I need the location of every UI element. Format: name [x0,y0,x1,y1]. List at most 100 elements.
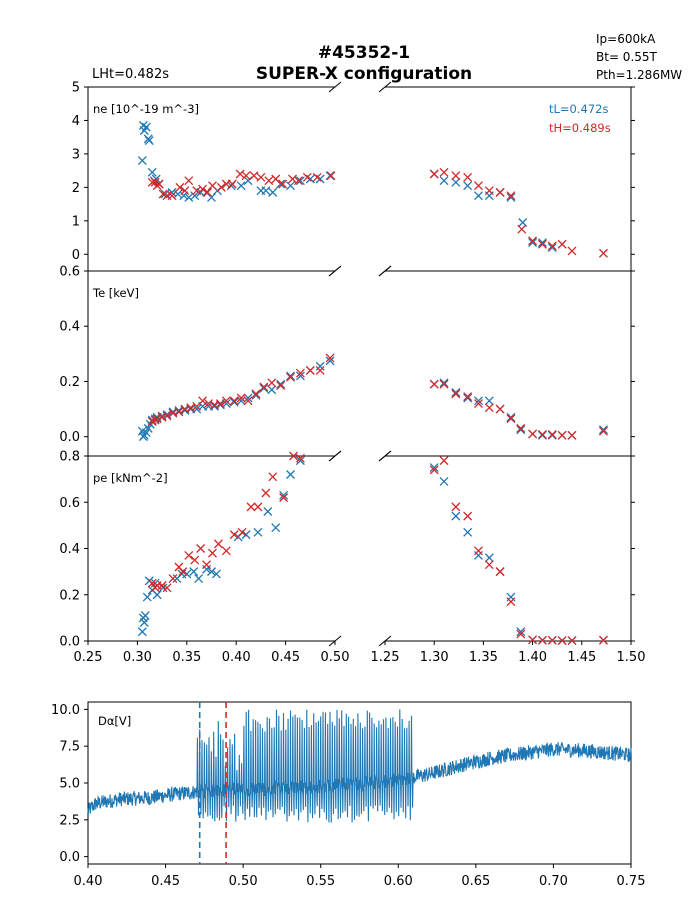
y-tick-label: 0.0 [59,635,80,650]
marker-red [495,187,505,197]
x-tick-label: 0.45 [151,874,180,889]
marker-blue [147,415,157,425]
axis-break-mark [378,450,392,462]
marker-red [190,555,200,565]
dalpha-label: Dα[V] [98,714,131,728]
marker-blue [241,530,251,540]
marker-red [547,430,557,439]
axis-break-mark [328,265,342,277]
marker-blue [463,181,473,191]
marker-red [495,567,505,577]
lh-time-label: LHt=0.482s [92,67,169,82]
marker-red [253,502,263,512]
marker-red [147,578,157,588]
marker-blue [598,425,608,435]
marker-blue [194,574,204,584]
marker-red [557,239,567,249]
marker-blue [286,371,295,381]
marker-red [279,493,289,503]
y-tick-label: 2 [72,181,80,196]
marker-red [506,191,516,201]
marker-red [506,414,516,424]
marker-blue [144,136,154,145]
marker-red [175,182,185,192]
panel-Te: 0.0 0.2 0.4 0.6 Te [keV] [59,265,635,462]
marker-red [154,179,164,189]
y-tick-label: 0.6 [59,496,80,511]
y-tick-label: 5 [72,81,80,96]
marker-blue [147,167,157,177]
param-pth: Pth=1.286MW [596,68,682,82]
marker-red [598,426,608,436]
marker-red [286,372,295,382]
marker-blue [141,122,151,132]
x-tick-label: 0.40 [74,874,103,889]
y-tick-label: 3 [72,147,80,162]
y-tick-label: 0 [72,248,80,263]
marker-blue [315,174,325,184]
marker-blue [451,388,461,397]
marker-red [537,239,547,249]
y-tick-label: 2.5 [59,813,80,828]
marker-blue [152,590,162,600]
marker-blue [271,523,281,533]
y-tick-label: 4 [72,114,80,129]
marker-blue [451,511,461,521]
panel-label-ne: ne [10^-19 m^-3] [93,102,199,116]
marker-red [429,465,439,475]
y-tick-label: 0.6 [59,265,80,280]
x-tick-label: 0.25 [74,650,103,665]
x-tick-label: 0.30 [123,650,152,665]
marker-red [326,171,336,181]
marker-red [243,396,253,406]
panel-label-pe: pe [kNm^-2] [93,471,168,485]
marker-red [484,186,494,196]
marker-red [451,502,461,512]
panel-ne: 0 1 2 3 4 5 ne [10^-19 m^-3] tL=0.472s tH=0.489s [72,81,635,277]
marker-red [295,453,305,463]
marker-blue [182,569,192,579]
marker-red [278,179,288,189]
marker-blue [236,396,246,406]
marker-red [227,179,237,189]
marker-red [168,574,178,584]
scatter-panels: 0 1 2 3 4 5 ne [10^-19 m^-3] tL=0.472s tH=0.489s… [59,81,645,666]
marker-blue [211,569,221,579]
marker-red [537,430,547,439]
marker-blue [142,592,152,602]
marker-red [184,176,194,186]
marker-red [276,381,286,391]
marker-blue [158,583,168,593]
marker-blue [484,396,494,406]
x-tick-label: 0.70 [539,874,568,889]
marker-red [152,414,162,424]
marker-blue [279,490,289,500]
marker-blue [137,627,147,637]
axis-break-mark [328,81,342,93]
marker-blue [137,156,147,166]
marker-red [305,365,315,375]
marker-red [289,451,298,461]
title-line2: SUPER-X configuration [256,64,472,84]
marker-red [598,248,608,258]
marker-blue [167,187,177,197]
marker-blue [243,393,253,403]
x-tick-label: 0.50 [229,874,258,889]
marker-red [162,583,172,593]
y-tick-label: 0.2 [59,588,80,603]
x-tick-label: 1.50 [617,650,646,665]
marker-red [506,597,516,607]
marker-red [192,186,202,196]
marker-red [528,236,538,246]
marker-red [567,636,577,645]
marker-red [267,378,277,388]
marker-red [537,635,547,645]
marker-red [157,581,167,590]
marker-red [528,429,538,439]
marker-red [484,403,494,413]
marker-blue [295,456,305,466]
marker-blue [547,243,557,253]
axis-break-mark [378,265,392,277]
y-tick-label: 1 [72,214,80,229]
x-tick-label: 1.25 [371,650,400,665]
